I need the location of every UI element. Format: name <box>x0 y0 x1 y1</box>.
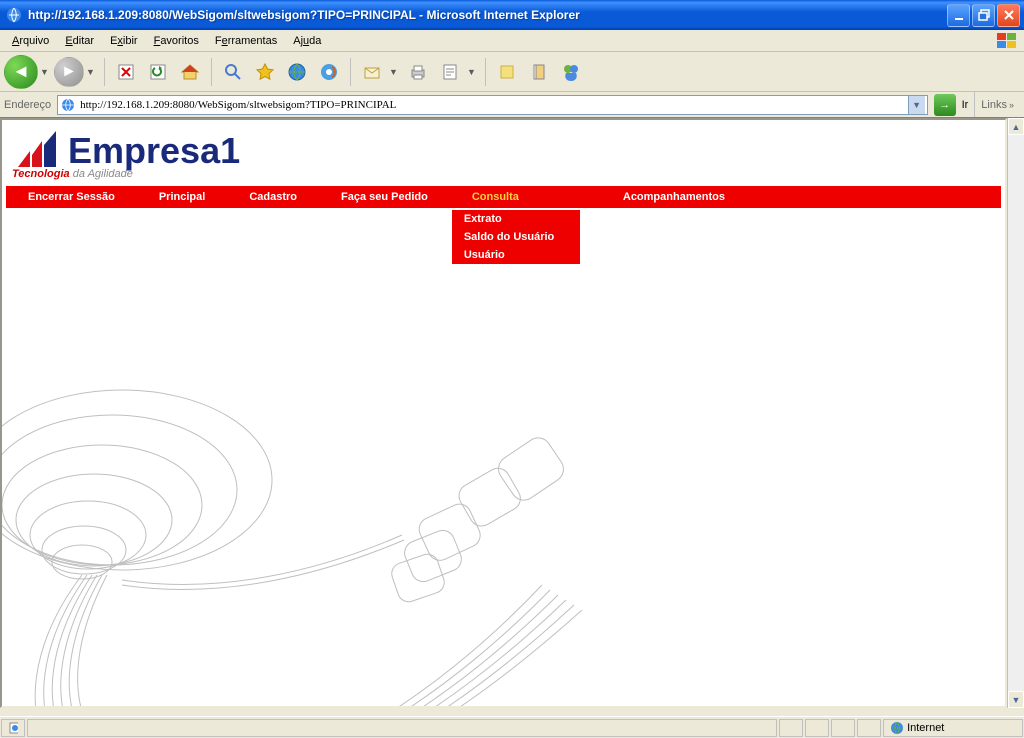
dropdown-extrato[interactable]: Extrato <box>452 210 580 228</box>
tagline-suffix: da Agilidade <box>70 168 133 180</box>
toolbar: ◄ ▼ ► ▼ ▼ ▼ <box>0 52 1024 92</box>
mail-button[interactable] <box>357 57 387 87</box>
scroll-track[interactable] <box>1008 135 1024 691</box>
toolbar-separator <box>104 58 105 86</box>
status-panel-3 <box>831 719 855 737</box>
status-text <box>27 719 777 737</box>
main-nav: Encerrar Sessão Principal Cadastro Faça … <box>6 186 1001 208</box>
page-content: Empresa1 Tecnologia da Agilidade Encerra… <box>0 118 1007 708</box>
vertical-scrollbar[interactable]: ▲ ▼ <box>1007 118 1024 708</box>
url-dropdown-button[interactable]: ▼ <box>908 96 925 114</box>
nav-encerrar-sessao[interactable]: Encerrar Sessão <box>6 186 137 208</box>
url-field-container: ▼ <box>57 95 927 115</box>
go-button[interactable]: → <box>934 94 956 116</box>
ie-icon <box>6 7 22 23</box>
logo-name: Empresa1 <box>68 130 240 172</box>
print-button[interactable] <box>403 57 433 87</box>
scroll-down-button[interactable]: ▼ <box>1008 691 1024 708</box>
menu-ferramentas[interactable]: Ferramentas <box>207 33 285 49</box>
menu-exibir[interactable]: Exibir <box>102 33 146 49</box>
toolbar-separator <box>485 58 486 86</box>
nav-faca-seu-pedido[interactable]: Faça seu Pedido <box>319 186 450 208</box>
consulta-dropdown: Extrato Saldo do Usuário Usuário <box>452 210 580 264</box>
search-button[interactable] <box>218 57 248 87</box>
messenger-button[interactable] <box>556 57 586 87</box>
refresh-button[interactable] <box>143 57 173 87</box>
status-panel-2 <box>805 719 829 737</box>
tagline-prefix: Tecnologia <box>12 168 70 180</box>
forward-button[interactable]: ► <box>54 57 84 87</box>
links-bar[interactable]: Links » <box>974 92 1020 117</box>
dropdown-saldo-usuario[interactable]: Saldo do Usuário <box>452 228 580 246</box>
toolbar-separator <box>350 58 351 86</box>
window-title: http://192.168.1.209:8080/WebSigom/sltwe… <box>28 8 946 22</box>
back-menu-chevron[interactable]: ▼ <box>40 67 52 77</box>
edit-button[interactable] <box>435 57 465 87</box>
scroll-up-button[interactable]: ▲ <box>1008 118 1024 135</box>
content-wrapper: Empresa1 Tecnologia da Agilidade Encerra… <box>0 118 1024 708</box>
security-zone: Internet <box>883 719 1023 737</box>
menu-favoritos[interactable]: Favoritos <box>146 33 207 49</box>
logo-mark-icon <box>12 131 62 171</box>
page-icon <box>60 97 76 113</box>
menu-editar[interactable]: Editar <box>57 33 102 49</box>
links-label: Links <box>981 99 1007 111</box>
windows-flag-icon <box>996 32 1018 50</box>
nav-principal[interactable]: Principal <box>137 186 227 208</box>
menu-bar: Arquivo Editar Exibir Favoritos Ferramen… <box>0 30 1024 52</box>
internet-zone-icon <box>890 721 904 735</box>
notes-button[interactable] <box>492 57 522 87</box>
menu-arquivo[interactable]: Arquivo <box>4 33 57 49</box>
toolbar-separator <box>211 58 212 86</box>
address-label: Endereço <box>4 99 51 111</box>
edit-menu-chevron[interactable]: ▼ <box>467 67 479 77</box>
restore-button[interactable] <box>972 4 995 27</box>
menu-ajuda[interactable]: Ajuda <box>285 33 329 49</box>
zone-label: Internet <box>907 722 944 734</box>
stop-button[interactable] <box>111 57 141 87</box>
favorites-button[interactable] <box>250 57 280 87</box>
go-label: Ir <box>962 99 969 111</box>
url-input[interactable] <box>80 99 903 111</box>
company-logo: Empresa1 <box>12 130 1005 172</box>
minimize-button[interactable] <box>947 4 970 27</box>
logo-area: Empresa1 Tecnologia da Agilidade <box>2 120 1005 186</box>
window-titlebar: http://192.168.1.209:8080/WebSigom/sltwe… <box>0 0 1024 30</box>
nav-acompanhamentos[interactable]: Acompanhamentos <box>601 186 747 208</box>
address-bar: Endereço ▼ → Ir Links » <box>0 92 1024 118</box>
background-art <box>0 380 762 708</box>
status-panel-4 <box>857 719 881 737</box>
dropdown-usuario[interactable]: Usuário <box>452 246 580 264</box>
mail-menu-chevron[interactable]: ▼ <box>389 67 401 77</box>
back-button[interactable]: ◄ <box>4 55 38 89</box>
nav-cadastro[interactable]: Cadastro <box>227 186 319 208</box>
forward-menu-chevron[interactable]: ▼ <box>86 67 98 77</box>
status-panel-1 <box>779 719 803 737</box>
history-button[interactable] <box>282 57 312 87</box>
close-button[interactable] <box>997 4 1020 27</box>
status-bar: Internet <box>0 716 1024 738</box>
media-button[interactable] <box>314 57 344 87</box>
home-button[interactable] <box>175 57 205 87</box>
research-button[interactable] <box>524 57 554 87</box>
nav-consulta[interactable]: Consulta <box>450 186 541 208</box>
status-done-icon <box>1 719 25 737</box>
